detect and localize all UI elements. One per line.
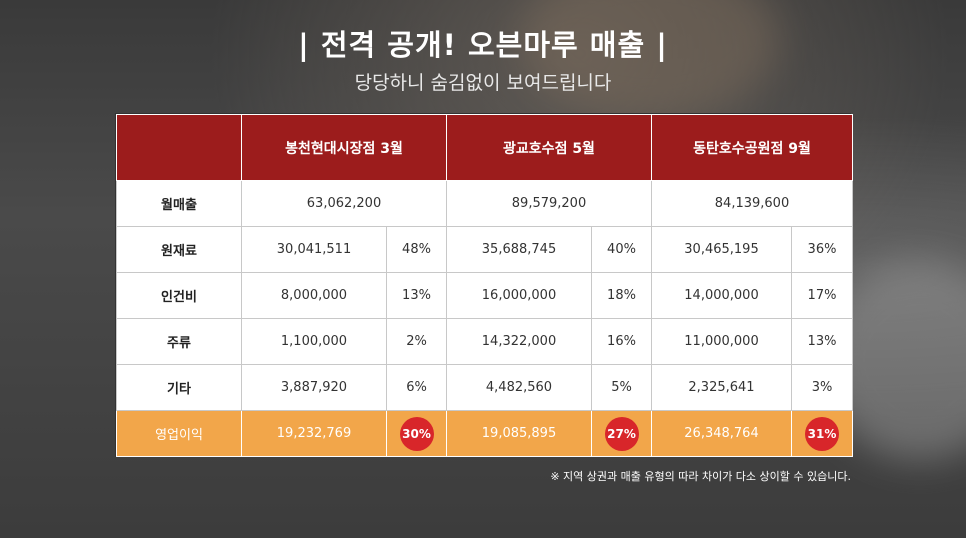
table-row: 원재료 30,041,511 48% 35,688,745 40% 30,465… bbox=[116, 226, 853, 273]
row-label: 주류 bbox=[116, 318, 242, 365]
percent-cell: 48% bbox=[386, 226, 447, 273]
profit-percent-badge: 30% bbox=[399, 416, 434, 451]
amount-cell: 4,482,560 bbox=[446, 364, 592, 411]
sales-table: 봉천현대시장점 3월 광교호수점 5월 동탄호수공원점 9월 월매출 63,06… bbox=[116, 114, 853, 457]
amount-cell: 30,041,511 bbox=[241, 226, 387, 273]
profit-percent-badge: 27% bbox=[604, 416, 639, 451]
table-row-operating-profit: 영업이익 19,232,769 30% 19,085,895 27% 26,34… bbox=[116, 410, 853, 457]
amount-cell: 8,000,000 bbox=[241, 272, 387, 319]
table-row: 기타 3,887,920 6% 4,482,560 5% 2,325,641 3… bbox=[116, 364, 853, 411]
amount-cell: 16,000,000 bbox=[446, 272, 592, 319]
row-label: 인건비 bbox=[116, 272, 242, 319]
percent-cell: 36% bbox=[791, 226, 853, 273]
profit-percent-cell: 31% bbox=[791, 410, 853, 457]
footnote: ※ 지역 상권과 매출 유형의 따라 차이가 다소 상이할 수 있습니다. bbox=[550, 470, 851, 483]
monthly-sales-value: 89,579,200 bbox=[446, 180, 652, 227]
percent-cell: 13% bbox=[386, 272, 447, 319]
percent-cell: 17% bbox=[791, 272, 853, 319]
amount-cell: 2,325,641 bbox=[651, 364, 792, 411]
amount-cell: 1,100,000 bbox=[241, 318, 387, 365]
page-subtitle: 당당하니 숨김없이 보여드립니다 bbox=[354, 72, 612, 94]
percent-cell: 18% bbox=[591, 272, 652, 319]
amount-cell: 35,688,745 bbox=[446, 226, 592, 273]
percent-cell: 13% bbox=[791, 318, 853, 365]
amount-cell: 14,000,000 bbox=[651, 272, 792, 319]
percent-cell: 3% bbox=[791, 364, 853, 411]
row-label: 원재료 bbox=[116, 226, 242, 273]
percent-cell: 16% bbox=[591, 318, 652, 365]
profit-amount-cell: 19,085,895 bbox=[446, 410, 592, 457]
column-header: 동탄호수공원점 9월 bbox=[651, 114, 853, 181]
profit-percent-cell: 30% bbox=[386, 410, 447, 457]
profit-percent-cell: 27% bbox=[591, 410, 652, 457]
sales-table-container: 봉천현대시장점 3월 광교호수점 5월 동탄호수공원점 9월 월매출 63,06… bbox=[115, 113, 853, 457]
percent-cell: 5% bbox=[591, 364, 652, 411]
profit-amount-cell: 19,232,769 bbox=[241, 410, 387, 457]
percent-cell: 2% bbox=[386, 318, 447, 365]
amount-cell: 14,322,000 bbox=[446, 318, 592, 365]
page-title: | 전격 공개! 오븐마루 매출 | bbox=[298, 28, 668, 62]
table-row: 인건비 8,000,000 13% 16,000,000 18% 14,000,… bbox=[116, 272, 853, 319]
row-label: 영업이익 bbox=[116, 410, 242, 457]
table-header-row: 봉천현대시장점 3월 광교호수점 5월 동탄호수공원점 9월 bbox=[116, 114, 853, 181]
table-row-monthly-sales: 월매출 63,062,200 89,579,200 84,139,600 bbox=[116, 180, 853, 227]
table-row: 주류 1,100,000 2% 14,322,000 16% 11,000,00… bbox=[116, 318, 853, 365]
row-label: 기타 bbox=[116, 364, 242, 411]
row-label: 월매출 bbox=[116, 180, 242, 227]
amount-cell: 30,465,195 bbox=[651, 226, 792, 273]
column-header: 광교호수점 5월 bbox=[446, 114, 652, 181]
table-header-corner bbox=[116, 114, 242, 181]
monthly-sales-value: 84,139,600 bbox=[651, 180, 853, 227]
percent-cell: 40% bbox=[591, 226, 652, 273]
amount-cell: 3,887,920 bbox=[241, 364, 387, 411]
profit-percent-badge: 31% bbox=[805, 416, 839, 451]
profit-amount-cell: 26,348,764 bbox=[651, 410, 792, 457]
percent-cell: 6% bbox=[386, 364, 447, 411]
amount-cell: 11,000,000 bbox=[651, 318, 792, 365]
column-header: 봉천현대시장점 3월 bbox=[241, 114, 447, 181]
monthly-sales-value: 63,062,200 bbox=[241, 180, 447, 227]
